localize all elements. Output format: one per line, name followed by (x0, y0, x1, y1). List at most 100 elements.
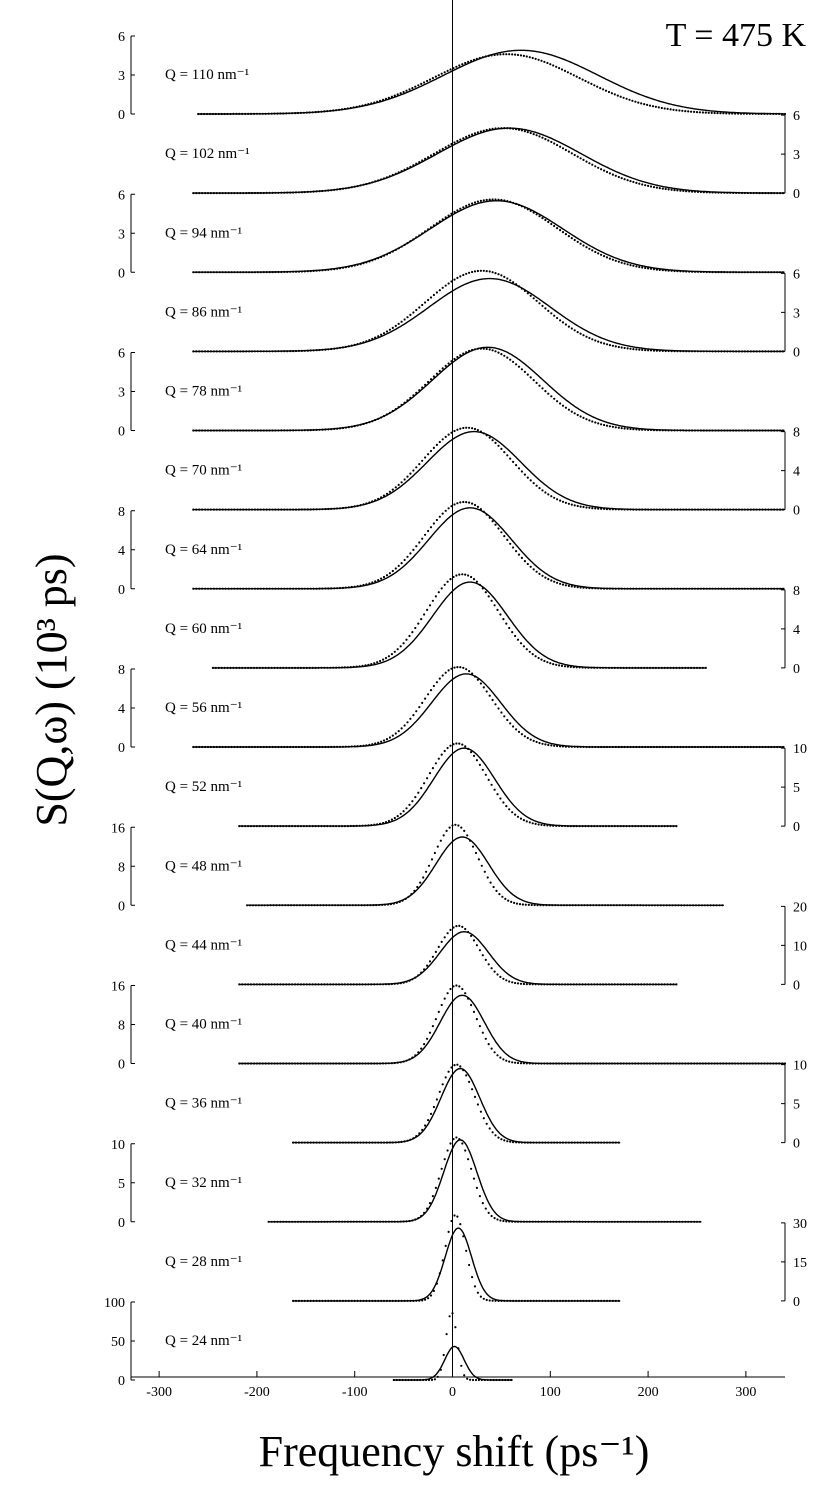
data-point (672, 825, 675, 828)
data-point (667, 745, 670, 749)
data-point (720, 745, 723, 749)
data-point (294, 1062, 297, 1065)
data-point (298, 904, 301, 907)
data-point (345, 904, 348, 907)
data-point (526, 373, 529, 376)
data-point (452, 926, 455, 929)
data-point (532, 211, 535, 214)
data-point (302, 666, 305, 670)
data-point (312, 349, 315, 352)
data-point (358, 824, 361, 827)
data-point (702, 745, 705, 749)
data-point (649, 587, 653, 590)
data-point (612, 904, 616, 907)
data-point (402, 1220, 405, 1223)
data-point (309, 1141, 312, 1144)
data-point (382, 1141, 386, 1144)
data-point (457, 1347, 460, 1350)
data-point (515, 363, 518, 366)
fit-curve (393, 1345, 513, 1381)
data-point (462, 666, 465, 670)
data-point (414, 976, 417, 979)
data-point (578, 666, 581, 669)
data-point (515, 1299, 518, 1302)
data-point (616, 666, 619, 670)
data-point (444, 1244, 447, 1247)
data-point (435, 222, 438, 225)
data-point (364, 1220, 367, 1223)
data-point (394, 1299, 397, 1302)
data-point (396, 1061, 399, 1064)
data-point (597, 340, 600, 343)
data-point (373, 1062, 376, 1065)
data-point (773, 350, 776, 353)
data-point (405, 980, 408, 983)
data-point (382, 575, 386, 579)
panel-label: Q = 40 nm⁻¹ (165, 1017, 242, 1033)
data-point (329, 109, 332, 112)
data-point (258, 825, 261, 828)
data-point (414, 1218, 417, 1221)
data-point (456, 666, 459, 669)
data-point (253, 191, 257, 195)
data-point (206, 350, 210, 353)
data-point (371, 259, 374, 262)
data-point (506, 127, 509, 130)
data-point (446, 932, 449, 935)
data-point (300, 745, 303, 749)
data-point (464, 927, 467, 931)
data-point (259, 271, 262, 274)
data-point (591, 420, 594, 423)
data-point (531, 983, 534, 986)
data-point (475, 1018, 478, 1021)
data-point (614, 1141, 617, 1144)
data-point (195, 745, 198, 749)
data-point (538, 135, 541, 138)
data-point (632, 180, 635, 184)
data-point (393, 1220, 396, 1223)
data-point (758, 508, 761, 511)
data-point (220, 112, 223, 116)
data-point (456, 428, 459, 431)
data-point (685, 745, 688, 749)
data-point (616, 983, 619, 986)
data-point (370, 102, 373, 105)
data-point (449, 744, 452, 747)
data-point (584, 1062, 587, 1065)
data-point (258, 666, 261, 670)
data-point (428, 960, 432, 963)
data-point (781, 112, 784, 116)
data-point (485, 690, 488, 693)
data-point (417, 974, 420, 977)
data-point (547, 1299, 550, 1302)
data-point (411, 1219, 414, 1222)
data-point (309, 587, 312, 590)
data-point (748, 112, 751, 115)
data-point (743, 508, 747, 511)
data-point (669, 1062, 672, 1065)
data-point (327, 507, 330, 511)
data-point (355, 105, 358, 108)
data-point (517, 467, 521, 470)
data-point (567, 745, 571, 748)
data-point (478, 1025, 481, 1028)
data-point (471, 133, 474, 136)
data-point (477, 1378, 480, 1382)
data-point (732, 350, 735, 353)
data-point (735, 508, 738, 511)
panel-label: Q = 94 nm⁻¹ (165, 225, 242, 241)
data-point (522, 982, 526, 986)
data-point (611, 258, 615, 261)
data-point (399, 1220, 402, 1223)
data-point (321, 1141, 324, 1144)
data-point (441, 147, 444, 150)
data-point (673, 745, 676, 749)
data-point (764, 429, 767, 432)
data-point (534, 983, 537, 986)
data-point (300, 270, 303, 273)
data-point (377, 257, 380, 260)
data-point (737, 429, 741, 432)
data-point (633, 904, 636, 907)
data-point (406, 167, 409, 170)
data-point (605, 1299, 609, 1302)
